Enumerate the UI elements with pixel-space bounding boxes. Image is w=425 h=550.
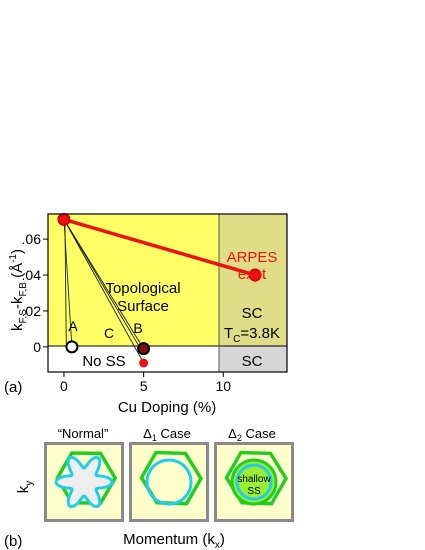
model-line-b1: [63, 219, 144, 349]
delta1-symbol: Δ: [143, 426, 152, 441]
ylabel-close: ): [9, 249, 26, 254]
point-b: [137, 342, 151, 356]
plot-frame: [47, 213, 288, 373]
shallow-label: shallow: [237, 474, 271, 485]
delta2-symbol: Δ: [228, 426, 237, 441]
x-tick-label-0: 0: [60, 378, 68, 394]
x-tick-label-1: 5: [140, 378, 148, 394]
momentum-text: Momentum (k: [123, 531, 215, 548]
arpes-label-line2: expt: [238, 266, 267, 283]
ylabel-sub1: F,S: [18, 309, 29, 324]
normal-star-cyan: [54, 455, 114, 509]
ky-sub: y: [24, 481, 35, 486]
delta1-sub: 1: [152, 433, 157, 443]
panel-b-label: (b): [4, 533, 22, 550]
delta2-circle-cyan: [235, 463, 273, 501]
x-tick-label-2: 10: [215, 378, 231, 394]
delta2-sub: 2: [237, 433, 242, 443]
fermi-surface-normal: [44, 442, 124, 522]
title-delta2: Δ2 Case: [228, 426, 276, 443]
ticks-layer: 0 5 10 0 .02 .04 .06: [22, 231, 232, 394]
point-arpes12: [248, 268, 262, 282]
fermi-surface-delta1: [129, 442, 209, 522]
ylabel-mid: -k: [9, 296, 26, 309]
point-label-b: B: [133, 320, 142, 336]
y-axis-label: kF,S-kF,B (Å-1): [8, 249, 29, 331]
panel-a-label: (a): [4, 379, 22, 396]
title-delta1: Δ1 Case: [143, 426, 191, 443]
x-axis-label: Cu Doping (%): [118, 399, 216, 416]
ky-k: k: [15, 485, 32, 493]
delta2-rest: Case: [242, 426, 276, 441]
ylabel-unit: (Å: [9, 263, 26, 282]
momentum-label: Momentum (kx): [123, 531, 225, 550]
momentum-close: ): [220, 531, 225, 548]
sc-bottom-label: SC: [242, 353, 263, 370]
momentum-sub: x: [215, 540, 220, 550]
model-lines: [63, 219, 144, 364]
tc-value: =3.8K: [240, 325, 280, 342]
tc-t: T: [224, 325, 233, 342]
model-line-c: [63, 219, 144, 364]
y-tick-label-3: .06: [22, 231, 42, 247]
fermi-surface-delta2: shallow SS: [214, 442, 294, 522]
series-layer: [63, 217, 256, 277]
ylabel-exp: -1: [8, 254, 19, 263]
points-layer: [57, 212, 262, 368]
ylabel-k1: k: [9, 323, 26, 331]
topological-region: [48, 214, 219, 346]
model-line-b2: [63, 219, 141, 349]
series-line-0: [63, 217, 256, 277]
sc-top-label: SC: [242, 305, 263, 322]
tc-sub: C: [233, 334, 240, 345]
point-a: [65, 340, 79, 354]
sc-region-bottom: [219, 346, 287, 372]
panel-b: “Normal” Δ1 Case Δ2 Case shallow SS ky (…: [4, 426, 294, 550]
delta1-circle-cyan: [145, 458, 193, 506]
delta1-rest: Case: [157, 426, 191, 441]
point-below: [139, 358, 149, 368]
tc-label: TC=3.8K: [224, 325, 280, 345]
no-ss-label: No SS: [82, 353, 125, 370]
ylabel-sub2: F,B: [18, 282, 29, 297]
y-tick-label-1: .02: [22, 303, 42, 319]
arpes-label-line1: ARPES: [227, 249, 278, 266]
title-normal: “Normal”: [58, 426, 109, 441]
y-tick-label-0: 0: [33, 339, 41, 355]
ss-label: SS: [247, 486, 261, 497]
delta1-hexagon-green: [139, 450, 204, 506]
model-line-vertical: [64, 219, 67, 347]
point-origin: [57, 212, 71, 226]
surface-label: Surface: [117, 298, 169, 315]
box-delta1-frame: [129, 442, 209, 522]
ky-label: ky: [15, 481, 35, 494]
topological-label: Topological: [105, 280, 180, 297]
y-tick-label-2: .04: [22, 267, 42, 283]
point-label-c: C: [104, 325, 114, 341]
point-label-a: A: [68, 318, 78, 334]
panel-a: 0 5 10 0 .02 .04 .06 Topological Surface No SS…: [4, 212, 288, 416]
delta2-hexagon-green: [224, 450, 289, 506]
